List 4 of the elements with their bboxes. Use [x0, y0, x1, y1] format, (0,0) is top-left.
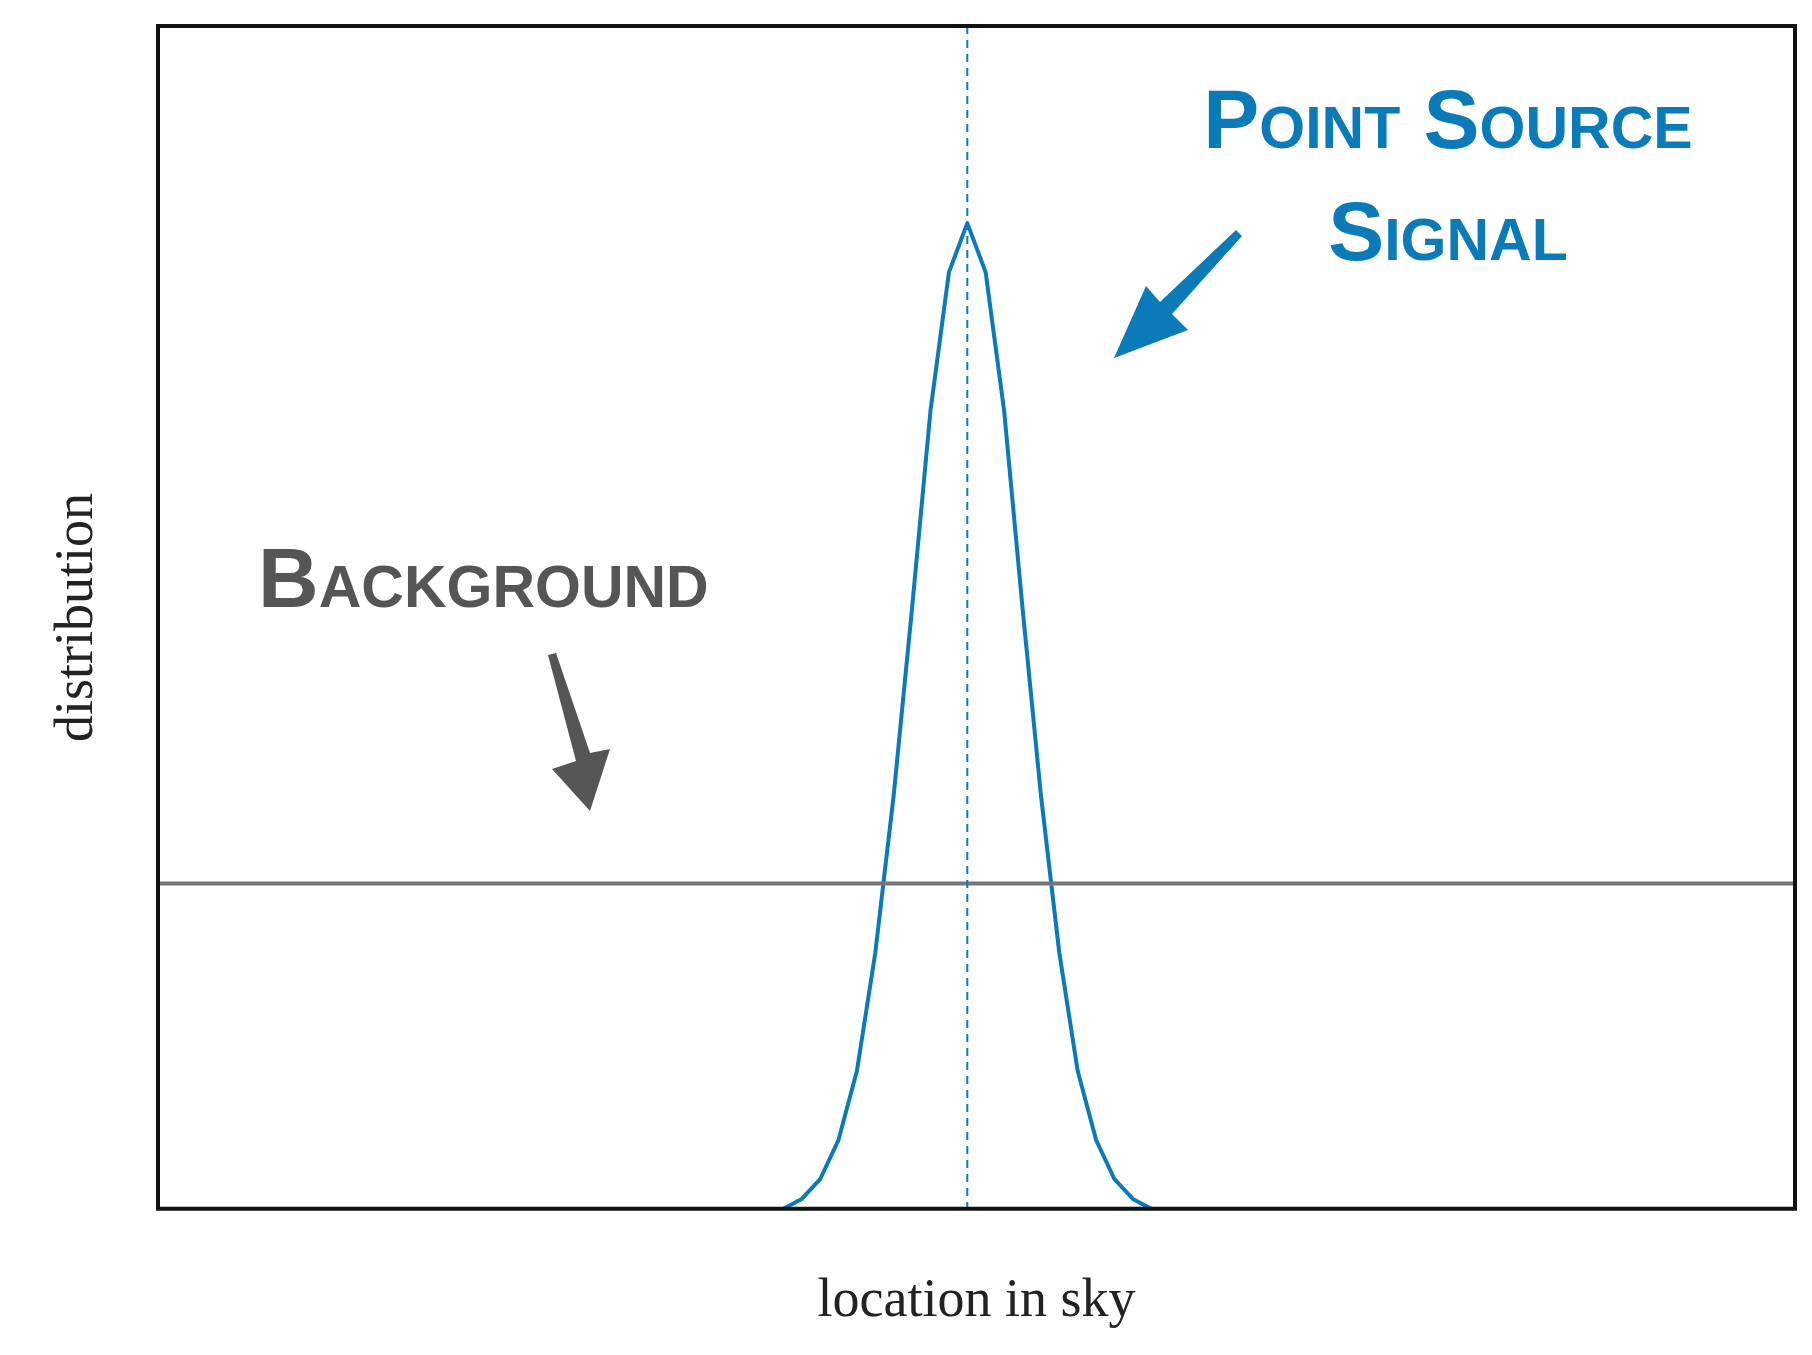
annotation: Background: [258, 530, 710, 627]
x-axis-title: location in sky: [817, 1267, 1136, 1328]
y-axis-title: distribution: [44, 492, 105, 742]
annotation: Point Source Signal: [1202, 71, 1694, 280]
